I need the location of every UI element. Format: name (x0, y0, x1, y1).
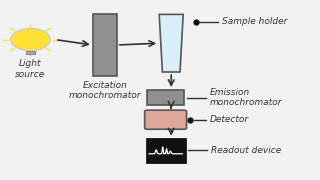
FancyBboxPatch shape (26, 51, 35, 54)
Text: Readout device: Readout device (211, 146, 281, 155)
Text: Sample holder: Sample holder (221, 17, 287, 26)
Text: Light
source: Light source (15, 59, 45, 79)
Text: Detector: Detector (210, 115, 249, 124)
FancyBboxPatch shape (93, 14, 117, 76)
Text: Excitation
monochromator: Excitation monochromator (68, 81, 141, 100)
Circle shape (11, 28, 50, 51)
FancyBboxPatch shape (145, 110, 187, 129)
FancyBboxPatch shape (147, 139, 185, 162)
FancyBboxPatch shape (147, 90, 184, 105)
Text: Emission
monochromator: Emission monochromator (210, 88, 282, 107)
Polygon shape (159, 14, 183, 72)
